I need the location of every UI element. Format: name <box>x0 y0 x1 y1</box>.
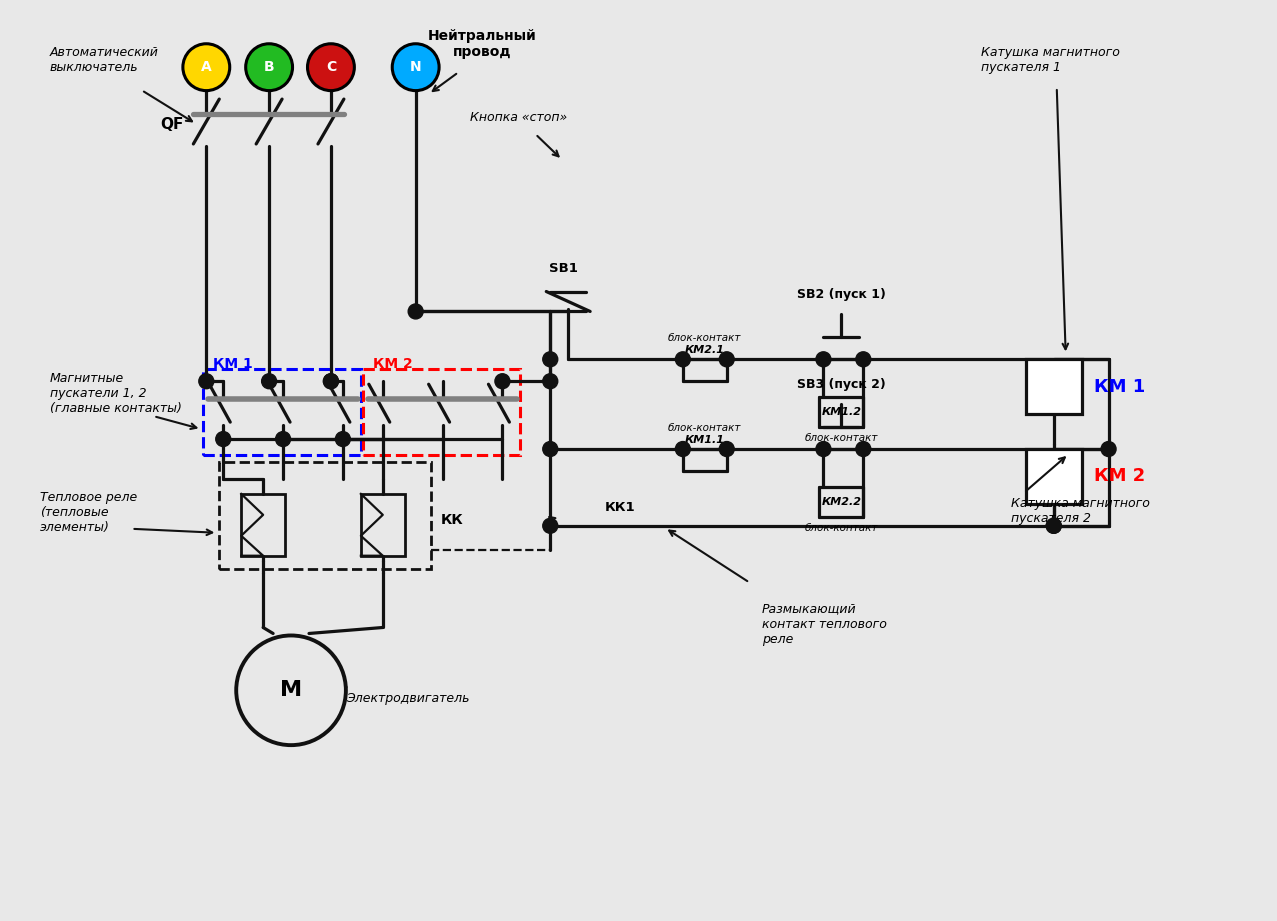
Bar <box>203 369 361 455</box>
Circle shape <box>816 441 831 457</box>
Circle shape <box>392 44 439 90</box>
Text: КК: КК <box>441 513 464 527</box>
Bar <box>363 369 520 455</box>
Circle shape <box>216 432 231 447</box>
Text: SB1: SB1 <box>549 262 577 274</box>
Circle shape <box>719 441 734 457</box>
Circle shape <box>336 432 350 447</box>
Circle shape <box>199 374 213 389</box>
Circle shape <box>276 432 291 447</box>
Text: блок-контакт: блок-контакт <box>668 423 742 433</box>
Text: Магнитные
пускатели 1, 2
(главные контакты): Магнитные пускатели 1, 2 (главные контак… <box>50 372 181 414</box>
Text: КМ2.1: КМ2.1 <box>684 345 725 356</box>
Text: B: B <box>264 60 275 75</box>
Circle shape <box>183 44 230 90</box>
Circle shape <box>308 44 354 90</box>
Text: Катушка магнитного
пускателя 1: Катушка магнитного пускателя 1 <box>981 46 1120 75</box>
Circle shape <box>323 374 338 389</box>
Text: SB3 (пуск 2): SB3 (пуск 2) <box>797 379 886 391</box>
Circle shape <box>543 441 558 457</box>
Text: КМ1.1: КМ1.1 <box>684 435 725 445</box>
Bar <box>1025 449 1082 504</box>
Circle shape <box>495 374 510 389</box>
Circle shape <box>719 352 734 367</box>
Text: Тепловое реле
(тепловые
элементы): Тепловое реле (тепловые элементы) <box>40 491 137 534</box>
Circle shape <box>816 352 831 367</box>
Circle shape <box>409 304 423 319</box>
Text: Нейтральный
провод: Нейтральный провод <box>428 29 536 59</box>
Circle shape <box>676 352 691 367</box>
Text: КМ2.2: КМ2.2 <box>821 496 862 507</box>
Text: Электродвигатель: Электродвигатель <box>346 692 470 705</box>
Bar <box>241 494 285 555</box>
Text: Катушка магнитного
пускателя 2: Катушка магнитного пускателя 2 <box>1011 496 1149 525</box>
Circle shape <box>1101 441 1116 457</box>
Text: КМ 2: КМ 2 <box>1093 468 1145 485</box>
Circle shape <box>262 374 277 389</box>
Circle shape <box>1046 519 1061 533</box>
Circle shape <box>543 374 558 389</box>
Circle shape <box>543 519 558 533</box>
Circle shape <box>236 635 346 745</box>
Text: КМ 1: КМ 1 <box>1093 378 1145 396</box>
Bar <box>220 462 430 568</box>
Text: QF: QF <box>160 117 184 132</box>
Text: Кнопка «стоп»: Кнопка «стоп» <box>470 111 567 123</box>
Circle shape <box>856 352 871 367</box>
Circle shape <box>856 441 871 457</box>
Text: М: М <box>280 681 303 700</box>
Circle shape <box>245 44 292 90</box>
Text: КМ1.2: КМ1.2 <box>821 407 862 417</box>
Text: SB2 (пуск 1): SB2 (пуск 1) <box>797 288 886 301</box>
Text: A: A <box>200 60 212 75</box>
Text: КМ 1: КМ 1 <box>213 357 253 371</box>
Text: блок-контакт: блок-контакт <box>805 433 879 443</box>
Text: блок-контакт: блок-контакт <box>805 523 879 533</box>
Circle shape <box>1046 519 1061 533</box>
Circle shape <box>676 441 691 457</box>
Text: КМ 2: КМ 2 <box>373 357 412 371</box>
Text: N: N <box>410 60 421 75</box>
Text: Размыкающий
контакт теплового
реле: Размыкающий контакт теплового реле <box>761 602 886 646</box>
Bar <box>361 494 405 555</box>
Text: Автоматический
выключатель: Автоматический выключатель <box>50 46 158 75</box>
Text: C: C <box>326 60 336 75</box>
Circle shape <box>323 374 338 389</box>
Text: КК1: КК1 <box>605 501 636 514</box>
Circle shape <box>543 352 558 367</box>
Text: блок-контакт: блок-контакт <box>668 333 742 344</box>
Bar <box>1025 359 1082 414</box>
